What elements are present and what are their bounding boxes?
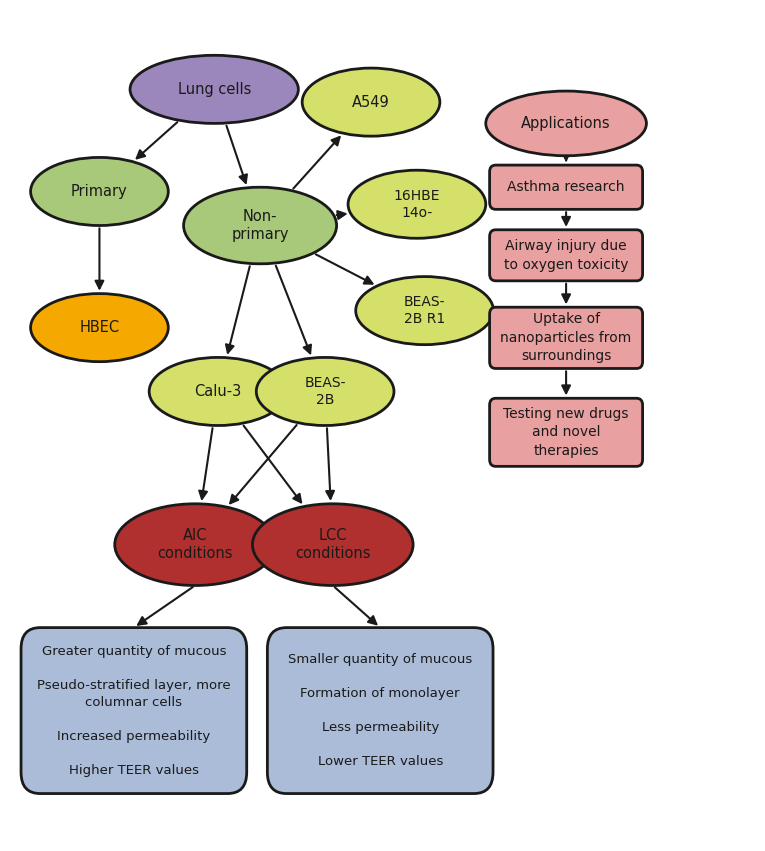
Ellipse shape — [348, 170, 486, 238]
Text: Non-
primary: Non- primary — [231, 208, 289, 243]
Ellipse shape — [31, 294, 168, 362]
Text: A549: A549 — [352, 94, 390, 110]
Text: HBEC: HBEC — [80, 320, 119, 335]
Text: Calu-3: Calu-3 — [194, 384, 242, 399]
Text: Applications: Applications — [521, 116, 611, 131]
Ellipse shape — [252, 504, 413, 585]
FancyBboxPatch shape — [490, 398, 643, 466]
Ellipse shape — [356, 277, 493, 345]
FancyBboxPatch shape — [490, 165, 643, 209]
FancyBboxPatch shape — [21, 628, 246, 793]
Text: AIC
conditions: AIC conditions — [158, 528, 233, 562]
Text: Uptake of
nanoparticles from
surroundings: Uptake of nanoparticles from surrounding… — [500, 312, 632, 363]
Text: BEAS-
2B: BEAS- 2B — [304, 376, 346, 407]
Ellipse shape — [130, 55, 298, 123]
Text: Airway injury due
to oxygen toxicity: Airway injury due to oxygen toxicity — [504, 239, 628, 271]
Text: BEAS-
2B R1: BEAS- 2B R1 — [404, 295, 445, 326]
Ellipse shape — [115, 504, 275, 585]
Ellipse shape — [302, 68, 440, 136]
Ellipse shape — [149, 357, 287, 426]
Text: Testing new drugs
and novel
therapies: Testing new drugs and novel therapies — [503, 407, 629, 458]
Text: Lung cells: Lung cells — [177, 82, 251, 97]
Ellipse shape — [486, 91, 646, 156]
Text: Greater quantity of mucous

Pseudo-stratified layer, more
columnar cells

Increa: Greater quantity of mucous Pseudo-strati… — [37, 644, 231, 777]
FancyBboxPatch shape — [268, 628, 493, 793]
Text: Smaller quantity of mucous

Formation of monolayer

Less permeability

Lower TEE: Smaller quantity of mucous Formation of … — [288, 653, 472, 768]
Ellipse shape — [256, 357, 394, 426]
FancyBboxPatch shape — [490, 230, 643, 281]
Text: Primary: Primary — [71, 184, 128, 199]
Ellipse shape — [184, 187, 337, 264]
FancyBboxPatch shape — [490, 307, 643, 368]
Text: LCC
conditions: LCC conditions — [295, 528, 370, 562]
Text: Asthma research: Asthma research — [507, 180, 625, 194]
Text: 16HBE
14o-: 16HBE 14o- — [394, 189, 440, 220]
Ellipse shape — [31, 157, 168, 226]
